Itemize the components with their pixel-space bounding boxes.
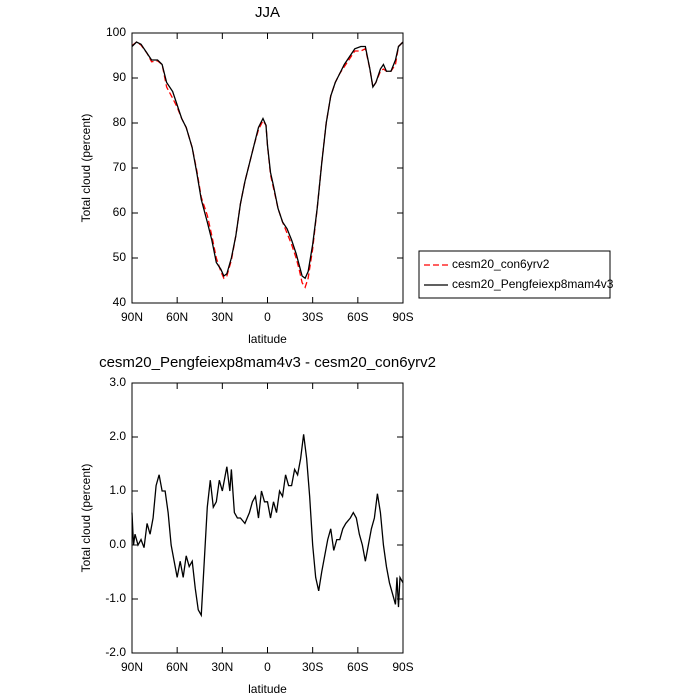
x-axis-label: latitude <box>248 682 287 696</box>
x-tick-label: 0 <box>264 660 271 674</box>
y-tick-label: 60 <box>113 205 127 219</box>
x-axis-label: latitude <box>248 332 287 346</box>
y-tick-label: 40 <box>113 295 127 309</box>
y-tick-label: 90 <box>113 70 127 84</box>
y-tick-label: -2.0 <box>105 645 126 659</box>
y-tick-label: -1.0 <box>105 591 126 605</box>
chart-title: JJA <box>255 4 280 21</box>
x-tick-label: 90N <box>121 310 143 324</box>
x-tick-label: 30N <box>211 310 233 324</box>
legend-label: cesm20_con6yrv2 <box>452 257 550 271</box>
y-tick-label: 0.0 <box>109 537 126 551</box>
x-tick-label: 30N <box>211 660 233 674</box>
x-tick-label: 90S <box>392 310 413 324</box>
x-tick-label: 0 <box>264 310 271 324</box>
y-axis-label: Total cloud (percent) <box>79 114 93 223</box>
legend-label: cesm20_Pengfeiexp8mam4v3 <box>452 277 614 291</box>
data-line <box>131 434 404 618</box>
y-tick-label: 1.0 <box>109 483 126 497</box>
x-tick-label: 30S <box>302 310 323 324</box>
x-tick-label: 90N <box>121 660 143 674</box>
y-tick-label: 2.0 <box>109 429 126 443</box>
x-tick-label: 60S <box>347 310 368 324</box>
data-line <box>131 41 404 289</box>
chart-title: cesm20_Pengfeiexp8mam4v3 - cesm20_con6yr… <box>99 354 436 371</box>
y-tick-label: 50 <box>113 250 127 264</box>
plot-frame <box>131 32 404 304</box>
x-tick-label: 60S <box>347 660 368 674</box>
x-tick-label: 90S <box>392 660 413 674</box>
legend-box <box>418 250 611 299</box>
x-tick-label: 30S <box>302 660 323 674</box>
data-line <box>131 41 404 280</box>
y-tick-label: 100 <box>106 25 126 39</box>
x-tick-label: 60N <box>166 660 188 674</box>
plot-frame <box>131 382 404 654</box>
y-tick-label: 80 <box>113 115 127 129</box>
y-tick-label: 3.0 <box>109 375 126 389</box>
y-axis-label: Total cloud (percent) <box>79 464 93 573</box>
x-tick-label: 60N <box>166 310 188 324</box>
y-tick-label: 70 <box>113 160 127 174</box>
